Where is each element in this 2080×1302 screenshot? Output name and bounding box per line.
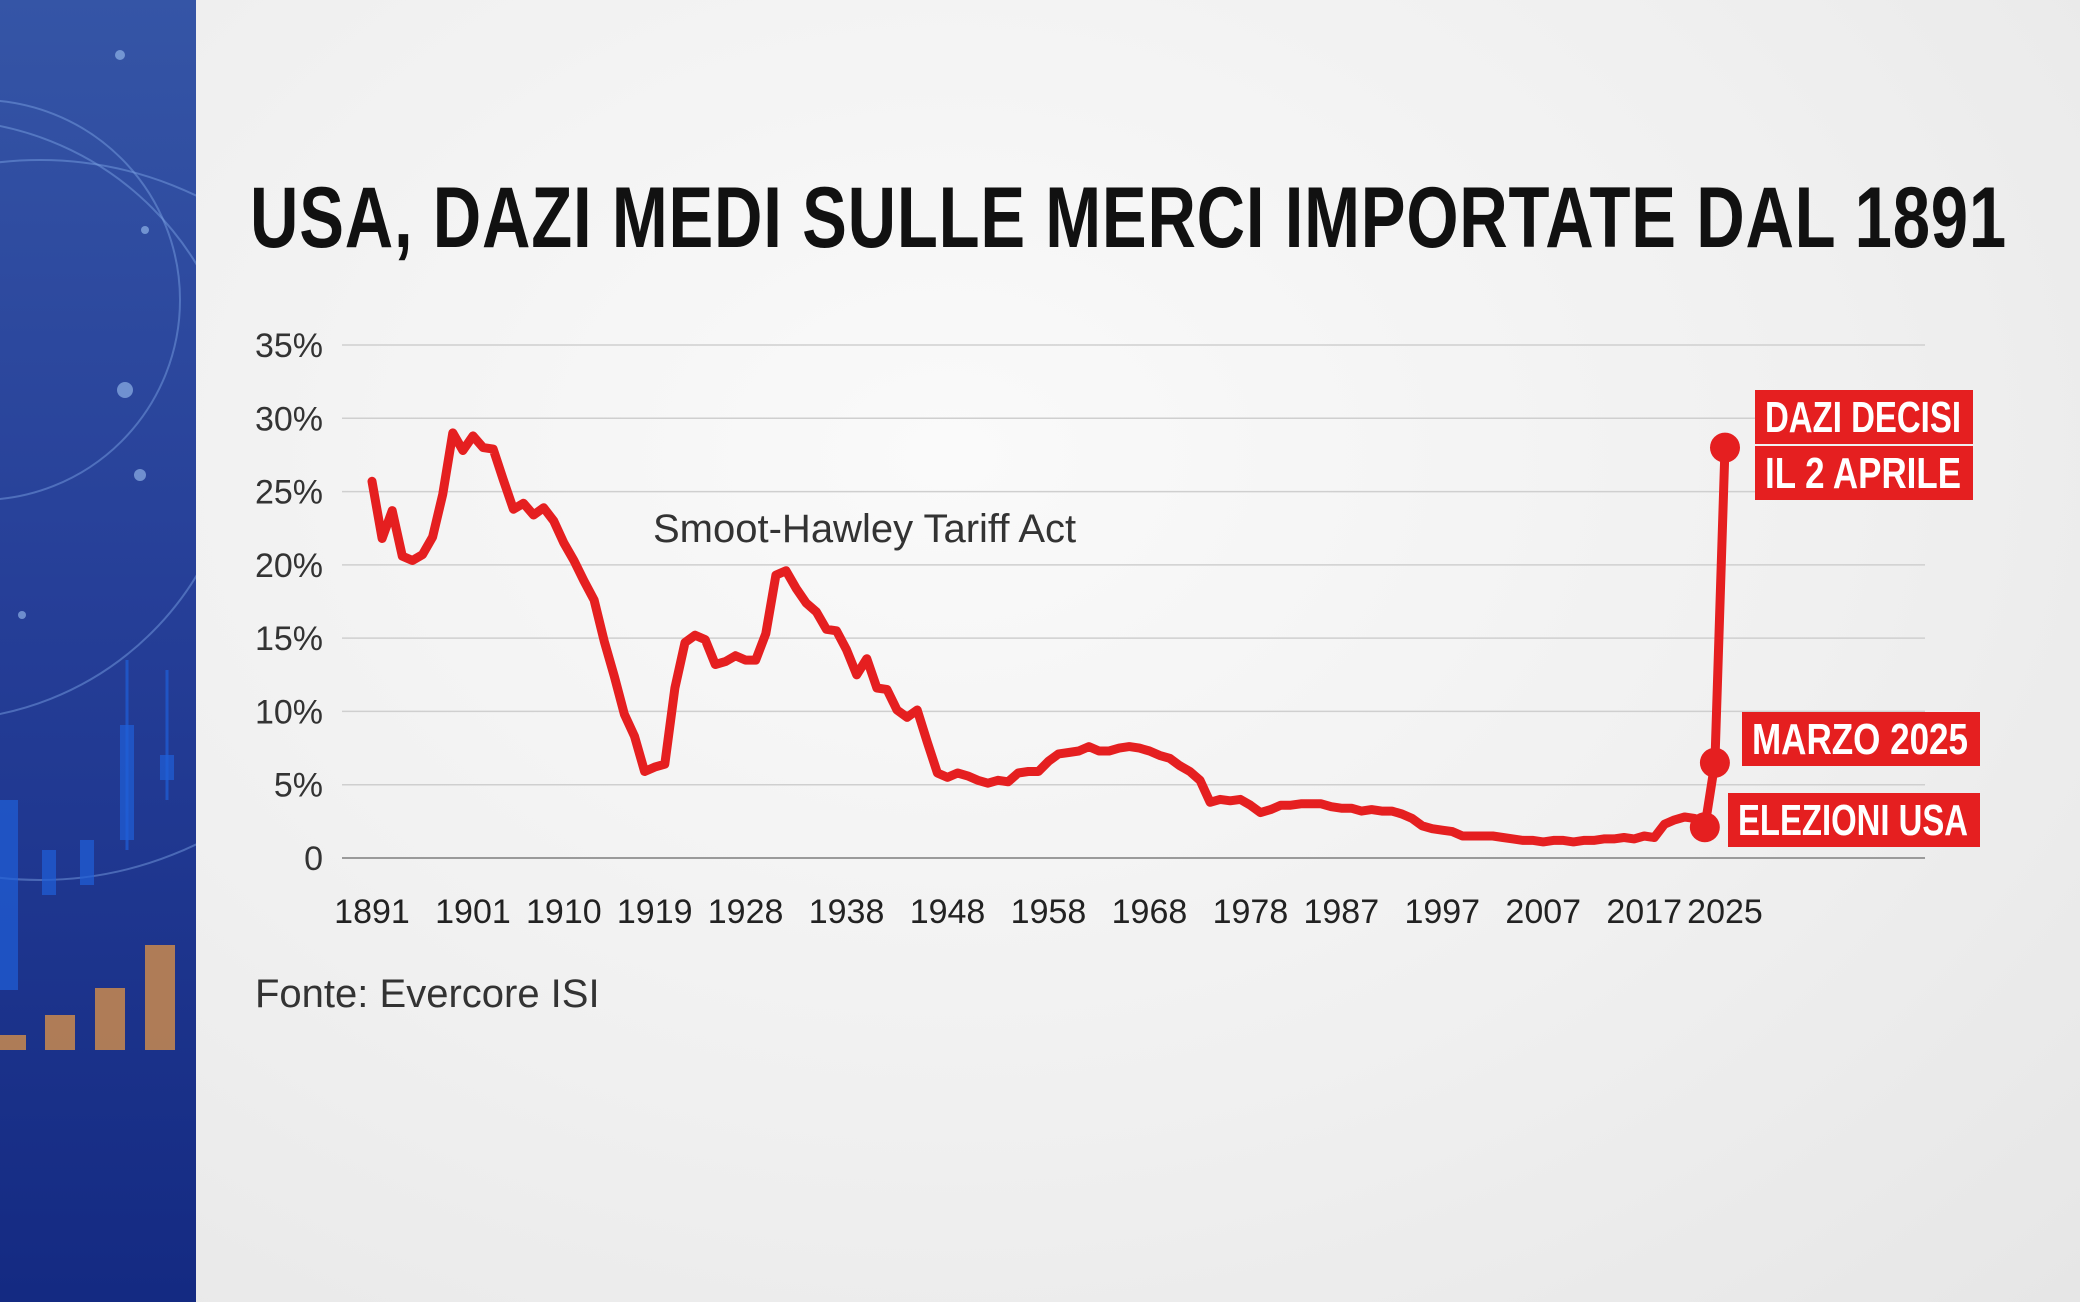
x-tick-label: 1987 (1303, 893, 1379, 931)
highlight-tag-bg (1742, 712, 1980, 766)
chart-panel (196, 0, 2080, 1302)
y-tick-label: 35% (255, 327, 323, 365)
x-tick-label: 1901 (435, 893, 511, 931)
x-tick-label: 1997 (1404, 893, 1480, 931)
y-tick-label: 0 (304, 840, 323, 878)
highlight-tag-bg (1755, 446, 1973, 500)
annotations: Smoot-Hawley Tariff Act (653, 507, 1076, 551)
highlight-tag-bg (1728, 793, 1980, 847)
y-tick-label: 20% (255, 547, 323, 585)
gridlines (342, 344, 1925, 859)
highlight-point (1710, 432, 1740, 463)
series-line (367, 428, 1730, 847)
x-tick-label: 1948 (910, 893, 986, 931)
highlight-tag-label: IL 2 APRILE (1765, 449, 1961, 498)
y-axis-ticks: 0 5% 10% 15% 20% 25% 30% 35% (255, 327, 323, 878)
highlight-tag-label: DAZI DECISI (1765, 393, 1961, 442)
highlight-tag-label: MARZO 2025 (1752, 715, 1968, 764)
x-tick-label: 1910 (526, 893, 602, 931)
y-tick-label: 5% (274, 767, 323, 805)
x-tick-label: 2007 (1505, 893, 1581, 931)
series-layer (367, 428, 1730, 847)
x-tick-label: 1928 (708, 893, 784, 931)
x-tick-label: 1958 (1011, 893, 1087, 931)
annotation-label: Smoot-Hawley Tariff Act (653, 507, 1076, 551)
highlight-point (1689, 812, 1720, 843)
highlight-tag-label: ELEZIONI USA (1738, 796, 1968, 845)
x-tick-label: 2017 (1606, 893, 1682, 931)
x-axis-ticks: 1891 1901 1910 1919 1928 1938 1948 1958 1968 1978… (334, 893, 1763, 931)
x-tick-label: 1938 (809, 893, 885, 931)
x-tick-label: 1891 (334, 893, 410, 931)
y-tick-label: 30% (255, 400, 323, 438)
highlight-tag-bg (1755, 390, 1973, 444)
y-tick-label: 25% (255, 474, 323, 512)
highlight-point (1699, 747, 1730, 778)
source-note: Fonte: Evercore ISI (255, 972, 600, 1016)
y-tick-label: 10% (255, 693, 323, 731)
x-tick-label: 1968 (1112, 893, 1188, 931)
x-tick-label: 1978 (1213, 893, 1289, 931)
highlight-labels: DAZI DECISI IL 2 APRILE MARZO 2025 ELEZIONI… (1689, 390, 1980, 847)
x-tick-label: 2025 (1687, 893, 1763, 931)
sidebar-decoration (0, 0, 196, 1302)
y-tick-label: 15% (255, 620, 323, 658)
x-tick-label: 1919 (617, 893, 693, 931)
